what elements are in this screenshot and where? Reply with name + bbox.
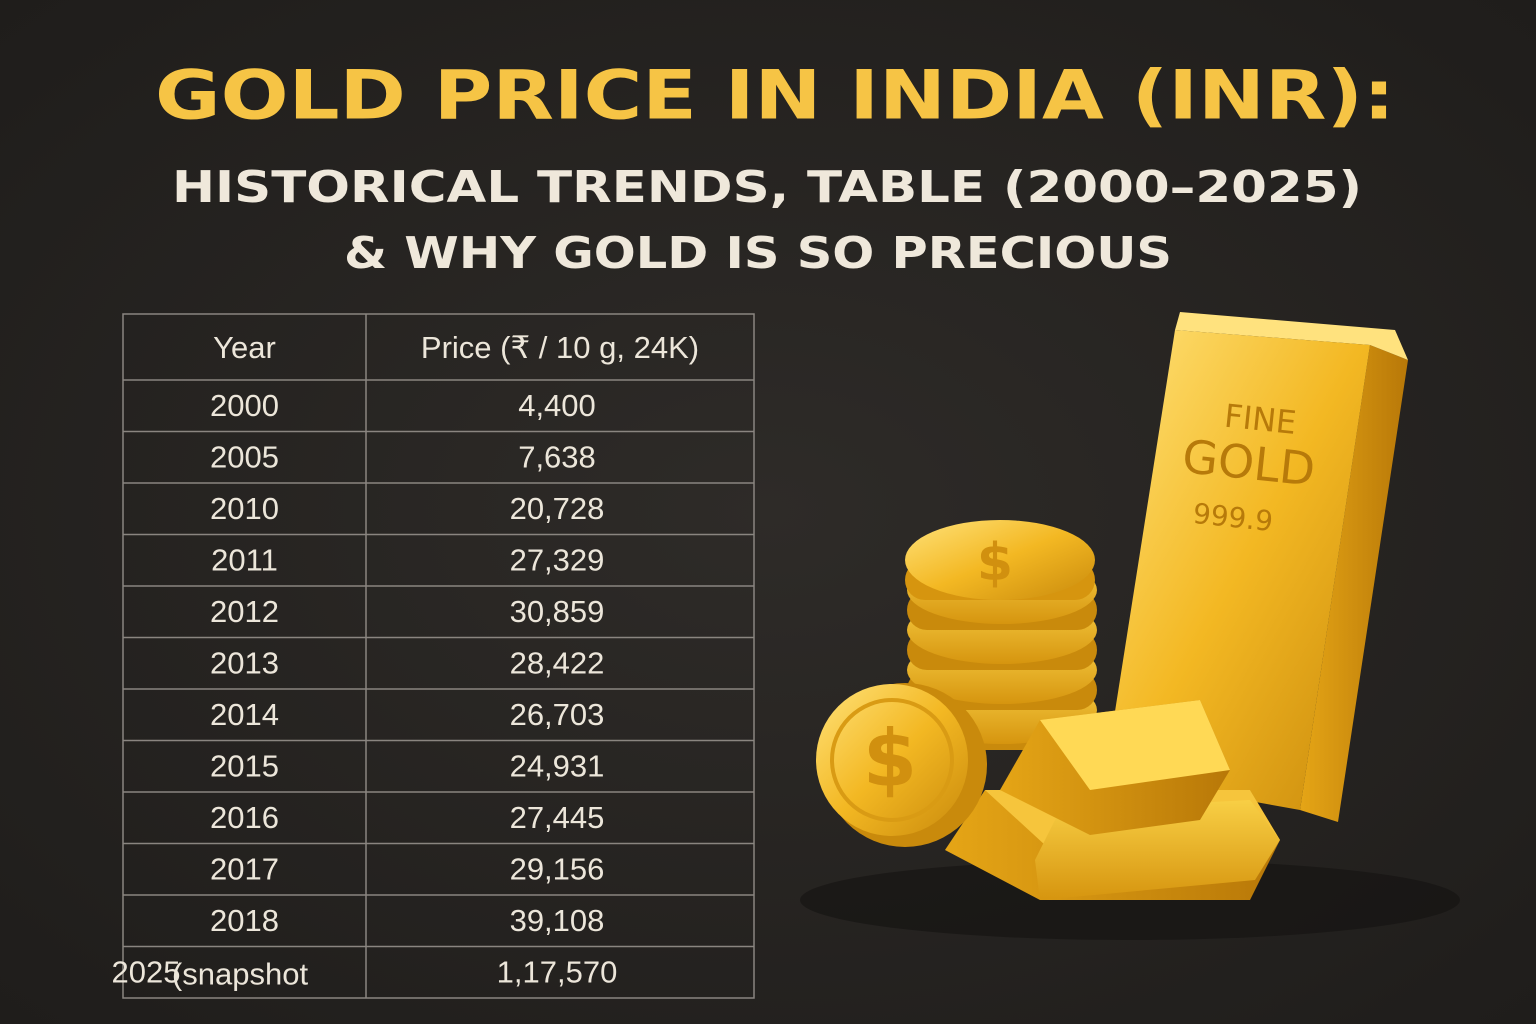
year-note: (snapshot bbox=[172, 956, 309, 991]
year-cell: 2025 bbox=[112, 954, 181, 989]
column-header: Year bbox=[213, 330, 276, 365]
coin bbox=[905, 520, 1095, 600]
coin-rim bbox=[830, 698, 954, 822]
year-cell: 2018 bbox=[210, 903, 279, 938]
bar-text: FINE bbox=[1223, 397, 1299, 442]
price-cell: 30,859 bbox=[510, 594, 605, 629]
year-cell: 2011 bbox=[211, 542, 278, 577]
price-cell: 26,703 bbox=[510, 697, 605, 732]
coin-symbol: $ bbox=[863, 714, 917, 804]
price-cell: 39,108 bbox=[510, 903, 605, 938]
price-cell: 29,156 bbox=[510, 851, 605, 886]
price-table: Year Price (₹ / 10 g, 24K) 2000 4,400 2005 7,… bbox=[112, 313, 755, 999]
coin-symbol: $ bbox=[977, 533, 1013, 593]
price-cell: 24,931 bbox=[510, 748, 605, 783]
year-cell: 2012 bbox=[210, 594, 279, 629]
price-cell: 27,445 bbox=[510, 800, 605, 835]
price-cell: 7,638 bbox=[518, 439, 596, 474]
small-bar bbox=[1040, 700, 1230, 790]
gold-illustration: FINE GOLD 999.9 $ $ bbox=[800, 312, 1460, 940]
subtitle: & WHY GOLD IS SO PRECIOUS bbox=[344, 228, 1172, 279]
year-cell: 2016 bbox=[210, 800, 279, 835]
year-cell: 2014 bbox=[210, 697, 279, 732]
table-border bbox=[122, 313, 755, 999]
column-header: Price (₹ / 10 g, 24K) bbox=[421, 330, 699, 365]
bar-side bbox=[1300, 345, 1408, 822]
price-cell: 1,17,570 bbox=[497, 954, 618, 989]
price-cell: 28,422 bbox=[510, 645, 605, 680]
price-cell: 4,400 bbox=[518, 388, 596, 423]
title: GOLD PRICE IN INDIA (INR): bbox=[155, 57, 1395, 136]
subtitle: HISTORICAL TRENDS, TABLE (2000–2025) bbox=[172, 162, 1362, 213]
bar-top bbox=[1175, 312, 1408, 360]
price-cell: 27,329 bbox=[510, 542, 605, 577]
bar-face bbox=[1105, 330, 1370, 810]
year-cell: 2000 bbox=[210, 388, 279, 423]
year-cell: 2013 bbox=[210, 645, 279, 680]
year-cell: 2010 bbox=[210, 491, 279, 526]
year-cell: 2017 bbox=[210, 851, 279, 886]
coin bbox=[816, 684, 968, 836]
year-cell: 2005 bbox=[210, 439, 279, 474]
year-cell: 2015 bbox=[210, 748, 279, 783]
price-cell: 20,728 bbox=[510, 491, 605, 526]
